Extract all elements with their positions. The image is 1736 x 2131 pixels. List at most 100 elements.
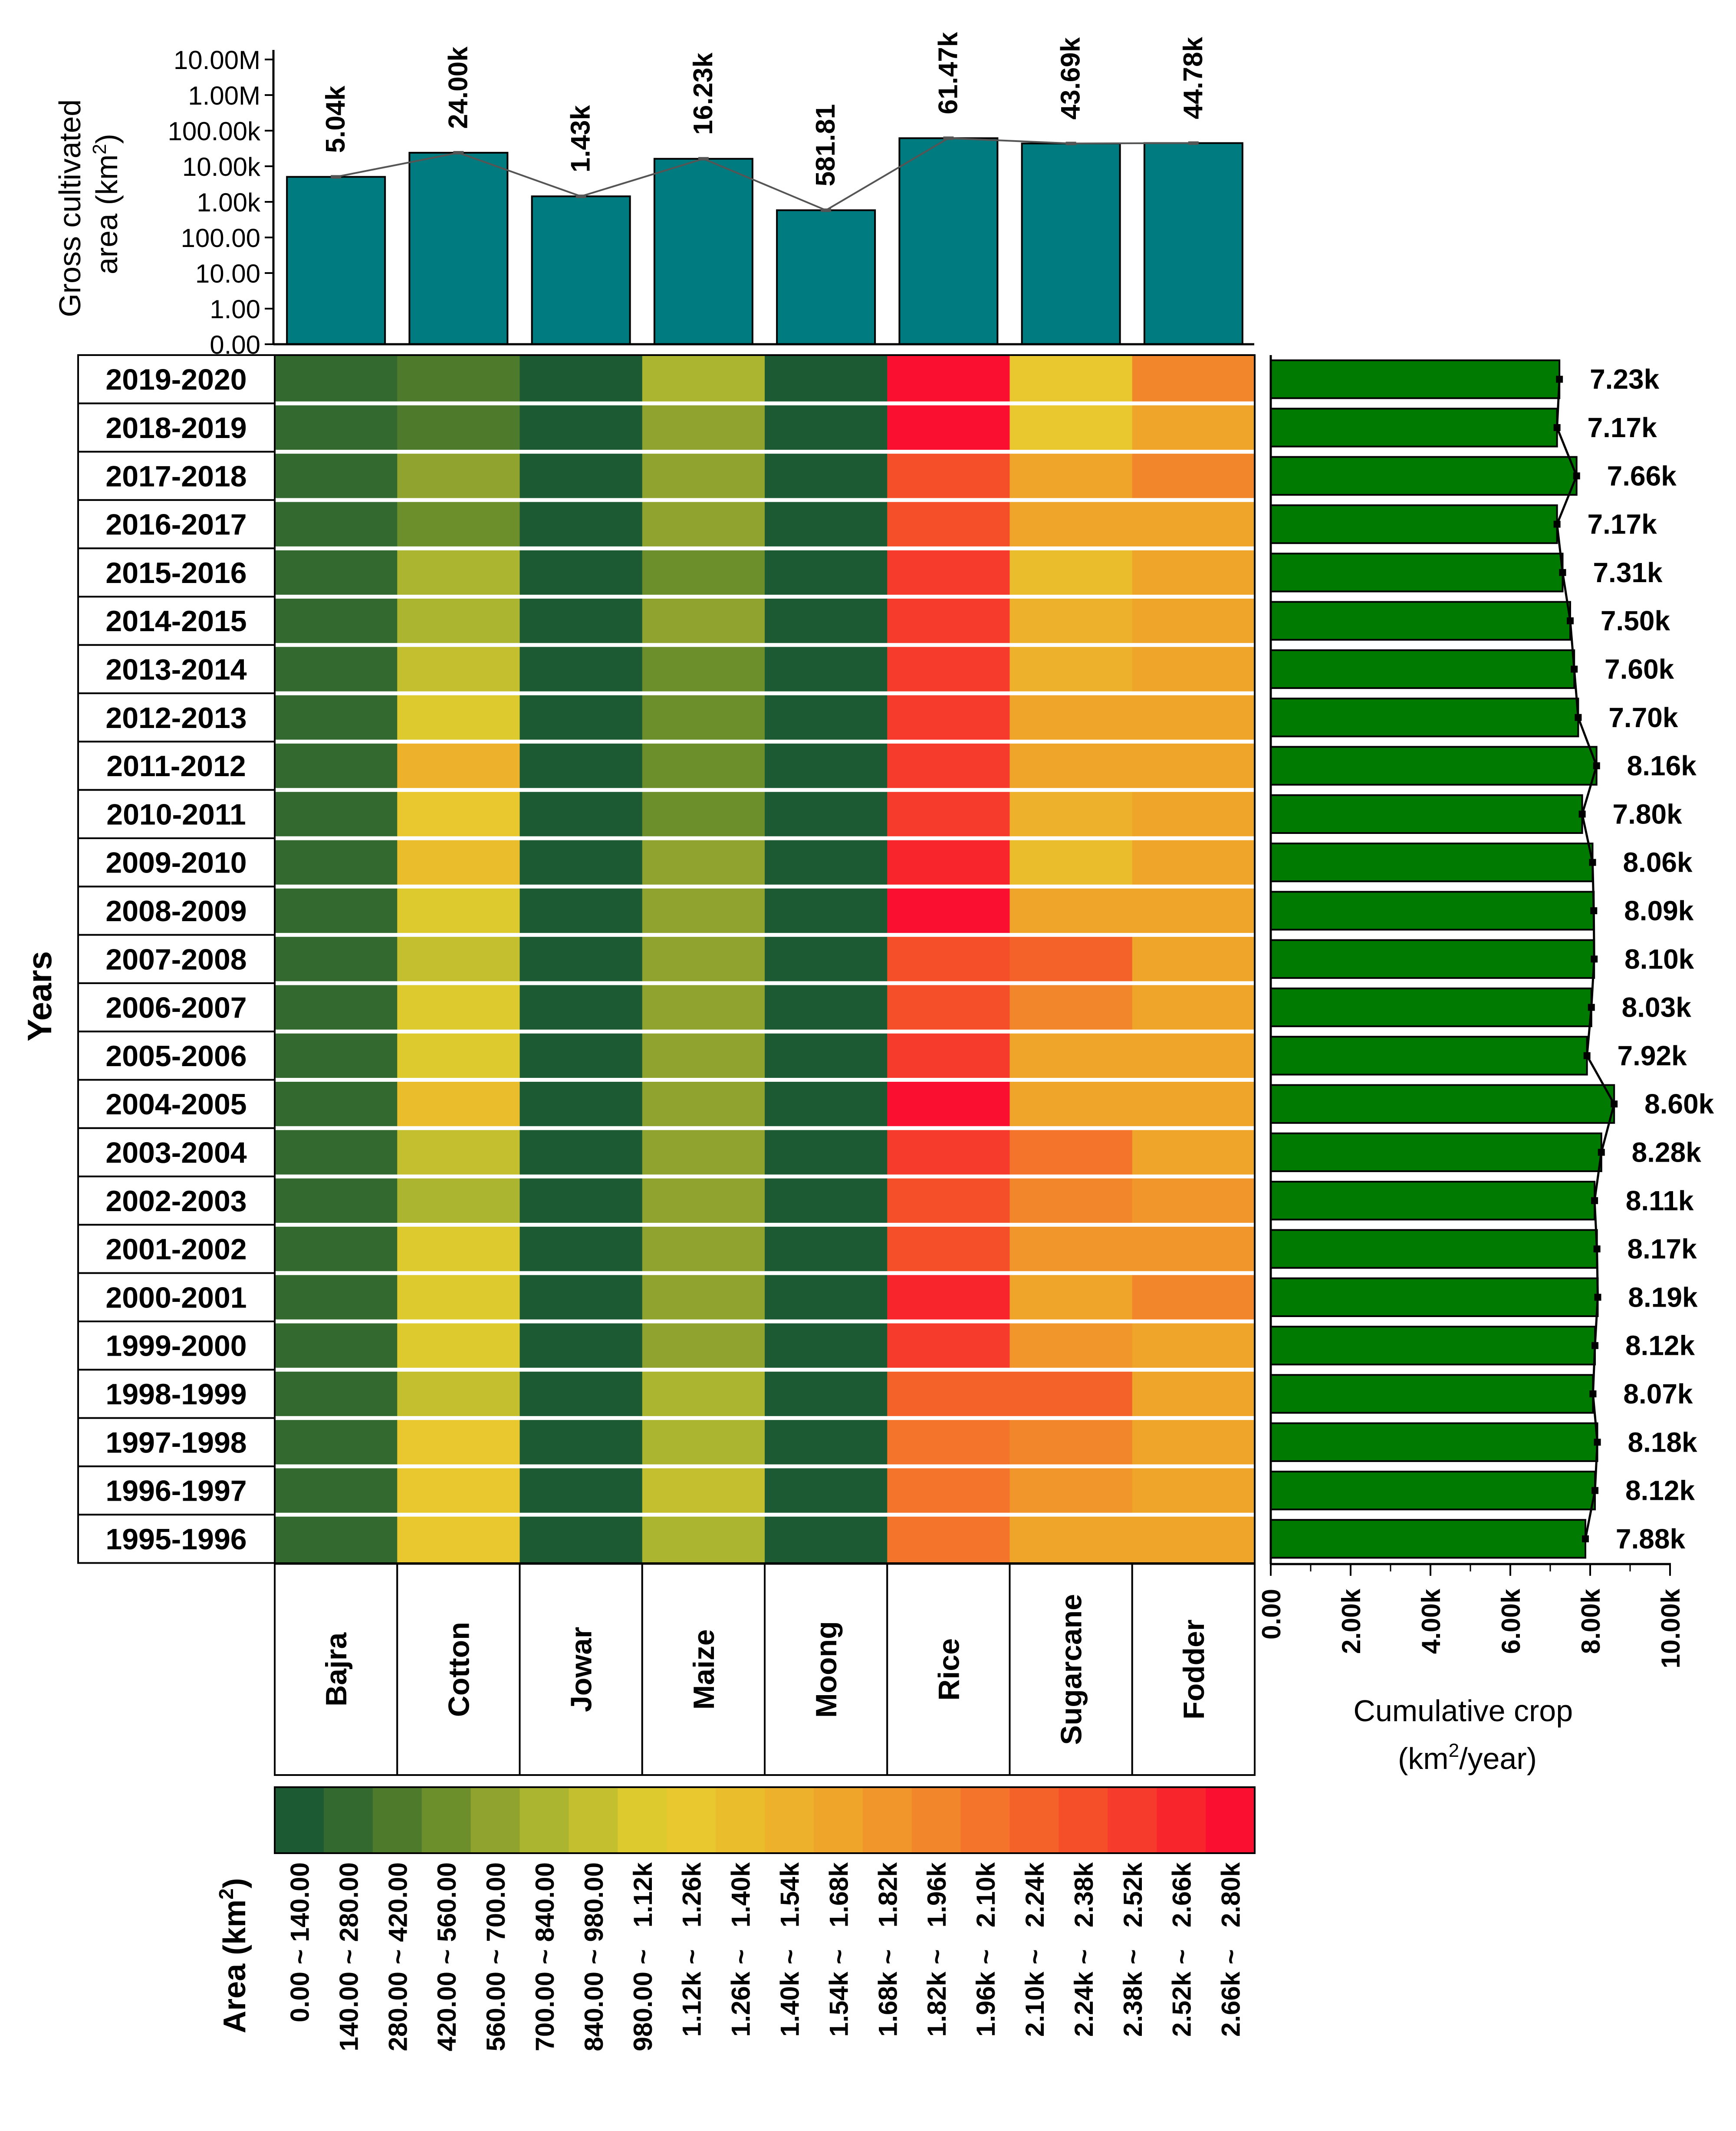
legend-labels: 0.00 ~ 140.00 140.00 ~ 280.00 280.00 ~ 420… (285, 1862, 1245, 2051)
heat-cell (642, 1225, 765, 1273)
crop-label-box (274, 1563, 398, 1776)
year-label: 2003-2004 (105, 1136, 247, 1169)
area-legend: 0.00 ~ 140.00 140.00 ~ 280.00 280.00 ~ 420… (215, 1786, 1256, 2051)
heat-cell (765, 693, 888, 742)
crop-label-box (764, 1563, 888, 1776)
top-data-label: 43.69k (1056, 37, 1086, 119)
heat-cell (397, 645, 520, 694)
heat-cell (519, 548, 643, 597)
heat-cell (397, 983, 520, 1032)
crop-labels: Bajra Cotton Jowar Maize Moong Rice Sugarcane F… (274, 1563, 1256, 1776)
cumulative-point-marker (1573, 472, 1580, 480)
top-data-labels: 5.04k 24.00k 1.43k 16.23k 581.81 61.47k 43.69k… (321, 32, 1208, 186)
legend-title-main: Area (km (217, 1900, 252, 2033)
heat-cell (765, 403, 888, 452)
heat-cell (519, 1466, 643, 1515)
heat-cell (765, 790, 888, 838)
year-label-box (77, 741, 276, 791)
cumulative-data-label: 7.66k (1607, 460, 1677, 491)
right-xtick-label: 0.00 (1257, 1589, 1286, 1640)
heat-cell (397, 886, 520, 935)
cumulative-point-marker (1571, 665, 1578, 673)
heat-cell (887, 983, 1010, 1032)
heat-cell (275, 741, 398, 790)
legend-bin-label: 2.66k ~ 2.80k (1217, 1862, 1246, 2037)
heat-cell (887, 741, 1010, 790)
crop-label-box (1009, 1563, 1133, 1776)
heat-cell (887, 1370, 1010, 1418)
year-label: 2014-2015 (105, 605, 247, 638)
cumulative-bar (1270, 746, 1598, 786)
heat-cell (275, 838, 398, 887)
crop-label-box (519, 1563, 643, 1776)
heat-cell (642, 1128, 765, 1177)
year-label-box (77, 1176, 276, 1226)
heat-cell (887, 1515, 1010, 1563)
heat-cell (1009, 1515, 1133, 1563)
heat-cell (519, 1418, 643, 1466)
cumulative-data-label: 8.17k (1628, 1233, 1697, 1265)
top-ylabel: Gross cultivated area (km2) (53, 91, 124, 317)
year-label-box (77, 789, 276, 839)
heat-cell (1009, 500, 1133, 549)
heat-cell (1009, 1418, 1133, 1466)
year-label-box (77, 1079, 276, 1129)
year-label-box (77, 402, 276, 453)
cumulative-point-marker (1553, 520, 1561, 528)
heat-cell (642, 500, 765, 549)
heat-cell (1132, 596, 1255, 645)
heat-cell (397, 1176, 520, 1225)
top-data-label: 16.23k (688, 53, 718, 135)
heat-cell (1132, 983, 1255, 1032)
heat-cell (397, 1466, 520, 1515)
cumulative-point-marker (1593, 762, 1600, 770)
heat-cell (275, 1273, 398, 1321)
heat-cell (1132, 741, 1255, 790)
legend-swatch (470, 1787, 520, 1853)
year-label: 1996-1997 (105, 1475, 247, 1508)
heatmap-ylabel: Years (20, 951, 59, 1041)
heat-cell (275, 1466, 398, 1515)
heat-cell (642, 790, 765, 838)
heat-cell (519, 1515, 643, 1563)
heat-cell (642, 886, 765, 935)
legend-bin-label: 1.40k ~ 1.54k (775, 1862, 804, 2037)
heat-cell (1009, 1466, 1133, 1515)
cumulative-bar (1270, 1084, 1615, 1124)
heat-cell (642, 693, 765, 742)
year-label: 2000-2001 (105, 1281, 247, 1314)
heat-cell (765, 1080, 888, 1128)
year-label: 2017-2018 (105, 460, 247, 493)
heat-cell (887, 1418, 1010, 1466)
crop-label-box (1131, 1563, 1256, 1776)
top-bar-jowar (531, 195, 631, 345)
cumulative-point-marker (1553, 424, 1561, 431)
heat-cell (887, 596, 1010, 645)
top-ytick-label: 1.00M (188, 81, 260, 110)
legend-swatch (372, 1787, 422, 1853)
year-label: 2010-2011 (106, 798, 246, 831)
legend-swatch (519, 1787, 569, 1853)
heat-cell (887, 790, 1010, 838)
cumulative-point-marker (1567, 617, 1574, 625)
heat-cell (275, 500, 398, 549)
year-label: 2009-2010 (105, 846, 247, 879)
heat-cell (1132, 500, 1255, 549)
heat-cell (519, 500, 643, 549)
right-xlabel: Cumulative crop (km2/year) (1353, 1694, 1581, 1775)
heat-cell (642, 1176, 765, 1225)
heat-cell (275, 355, 398, 404)
year-label-box (77, 837, 276, 888)
cumulative-data-label: 7.88k (1616, 1523, 1686, 1555)
heat-cell (1132, 935, 1255, 983)
cumulative-point-marker (1589, 859, 1596, 866)
heat-cell (397, 355, 520, 404)
heat-cell (1132, 1031, 1255, 1080)
heat-cell (519, 983, 643, 1032)
legend-swatch (813, 1787, 863, 1853)
legend-swatch (275, 1787, 324, 1853)
heat-cell (642, 403, 765, 452)
legend-bin-label: 840.00 ~ 980.00 (579, 1862, 608, 2051)
top-ylabel-line2: area (km (90, 155, 124, 274)
